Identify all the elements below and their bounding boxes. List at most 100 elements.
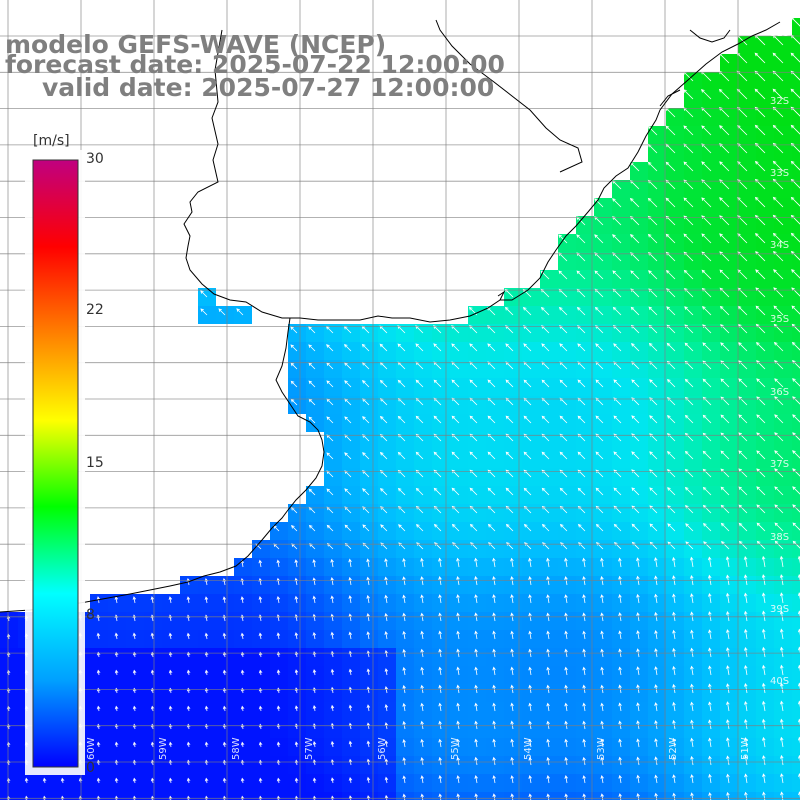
wind-arrow [594,198,604,208]
wind-cell [792,468,800,486]
wind-arrow [344,344,352,352]
wind-arrow [780,736,784,748]
wind-arrow [204,705,209,712]
coastline-islands [497,29,731,301]
wind-arrow [762,646,766,658]
wind-arrow [522,306,532,316]
wind-arrow [703,541,712,550]
wind-arrow [719,107,730,118]
wind-arrow [780,628,784,640]
wind-arrow [312,669,317,676]
wind-arrow [718,88,730,100]
wind-arrow [702,378,712,388]
wind-cell [234,792,252,800]
wind-arrow [240,741,245,748]
wind-cell [792,720,800,738]
wind-arrow [487,415,496,424]
wind-arrow [790,196,800,207]
wind-cell [792,774,800,792]
wind-cell [792,234,800,252]
wind-cell [108,792,126,800]
wind-cell [792,180,800,198]
wind-arrow [779,555,784,568]
wind-arrow [397,451,406,460]
wind-arrow [308,380,316,388]
wind-arrow [779,574,784,586]
wind-cell [792,684,800,702]
wind-arrow [362,488,370,496]
wind-arrow [772,124,784,136]
wind-arrow [774,468,784,478]
wind-arrow [492,775,496,784]
wind-arrow [744,628,748,640]
wind-arrow [618,738,622,748]
wind-arrow [726,737,730,748]
wind-cell [378,792,396,800]
wind-arrow [433,451,442,460]
wind-arrow [308,344,316,352]
wind-arrow [492,738,496,748]
wind-arrow [718,70,730,82]
wind-arrow [150,669,155,676]
wind-arrow [276,669,281,676]
lon-label: 59W [158,737,169,760]
wind-arrow [294,777,299,784]
wind-arrow [290,380,298,388]
wind-arrow [510,630,514,640]
wind-arrow [577,523,586,532]
wind-arrow [528,666,532,676]
wind-cell [792,702,800,720]
wind-arrow [384,668,389,676]
wind-arrow [738,450,748,460]
wind-arrow [150,777,155,784]
wind-arrow [577,451,586,460]
wind-arrow [505,379,514,388]
lon-label: 58W [231,737,242,760]
wind-arrow [654,720,658,730]
wind-arrow [790,124,800,135]
wind-arrow [636,774,640,784]
wind-arrow [738,342,748,352]
wind-arrow [510,702,514,712]
wind-arrow [762,664,766,676]
wind-arrow [654,702,658,712]
wind-arrow [774,504,784,514]
wind-arrow [791,269,800,279]
wind-cell [792,594,800,612]
wind-arrow [150,705,155,712]
wind-arrow [330,595,335,604]
wind-arrow [582,557,586,568]
wind-arrow [348,722,353,730]
wind-arrow [523,487,532,496]
lon-label: 54W [523,737,534,760]
wind-arrow [528,630,532,640]
wind-arrow [636,702,640,712]
wind-arrow [666,414,676,424]
wind-arrow [672,683,676,694]
lat-label: 40S [770,676,790,687]
wind-arrow [474,594,478,604]
wind-arrow [326,416,334,424]
wind-arrow [762,628,766,640]
wind-cell [792,450,800,468]
colorbar-tick-22: 22 [86,302,104,318]
wind-arrow [361,343,370,352]
wind-arrow [222,777,227,784]
wind-arrow [600,720,604,730]
wind-arrow [132,596,137,604]
wind-arrow [648,342,658,352]
coastline [0,19,781,613]
wind-arrow [546,594,550,604]
wind-arrow [558,306,568,316]
wind-arrow [647,197,658,208]
wind-arrow [330,777,335,784]
wind-arrow [348,704,353,712]
wind-arrow [647,233,658,244]
wind-arrow [690,593,694,604]
wind-arrow [415,415,424,424]
wind-arrow [726,773,730,784]
wind-arrow [312,777,317,784]
wind-arrow [612,234,622,244]
wind-arrow [720,414,730,424]
